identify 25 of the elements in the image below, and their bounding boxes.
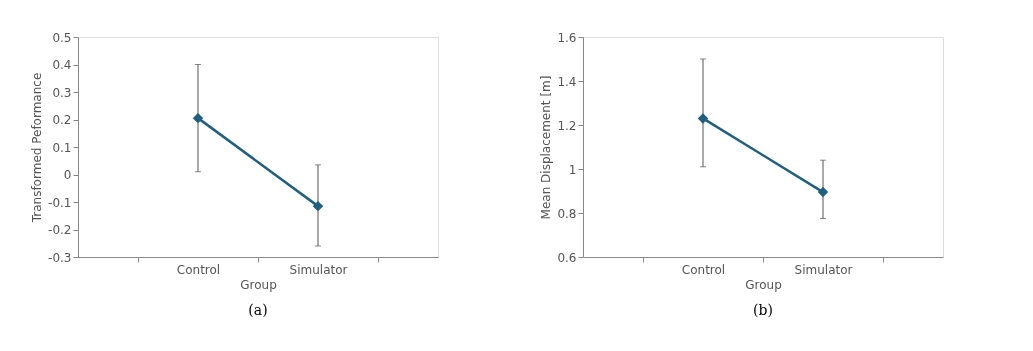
text: (a) (248, 302, 268, 318)
y-tick-label: -0.2 (48, 223, 72, 237)
y-tick-label: 1.4 (557, 74, 577, 89)
y-tick-label: 1.2 (557, 118, 577, 133)
y-tick-label: -0.3 (48, 250, 72, 265)
x-tick-label: Control (176, 262, 221, 277)
y-axis-title: Mean Displacement [m] (539, 75, 554, 220)
y-tick-label: 0.1 (52, 140, 72, 155)
y-axis-title: Transformed Peformance (30, 72, 45, 224)
x-tick-label: Simulator (289, 262, 348, 277)
x-axis-title: Group (745, 277, 782, 292)
y-tick-label: 0.8 (557, 206, 577, 221)
y-tick-label: 0.6 (557, 250, 577, 265)
y-tick-label: 0.3 (52, 85, 72, 100)
x-axis-title: Group (240, 277, 277, 292)
y-tick-label: 0.5 (52, 30, 72, 45)
y-tick-label: 0.4 (52, 58, 72, 72)
x-tick-label: Control (681, 262, 726, 277)
x-tick-label: Simulator (794, 262, 853, 277)
y-tick-label: 0 (63, 168, 72, 182)
text: (b) (753, 302, 773, 318)
y-tick-label: 1.6 (557, 30, 577, 45)
y-tick-label: -0.1 (48, 195, 72, 210)
y-tick-label: 0.2 (52, 113, 72, 127)
y-tick-label: 1 (568, 162, 577, 177)
